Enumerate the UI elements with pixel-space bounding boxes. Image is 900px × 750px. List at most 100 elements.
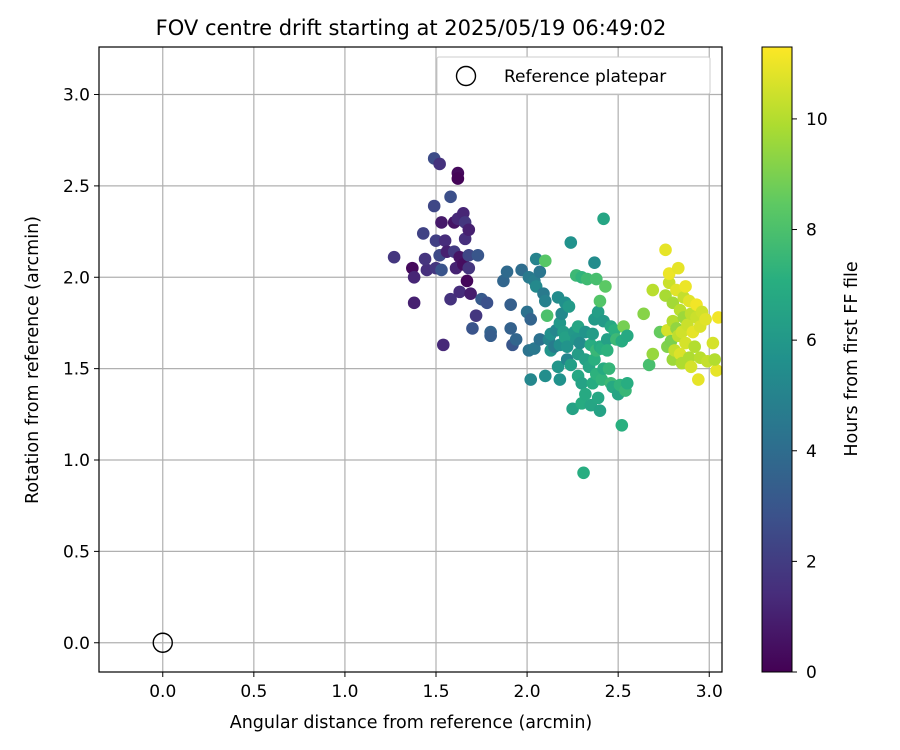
x-axis-label: Angular distance from reference (arcmin) (230, 713, 593, 733)
data-point (615, 418, 629, 432)
data-point (509, 333, 523, 346)
data-point (646, 283, 660, 297)
x-tick-label: 1.5 (422, 682, 449, 702)
data-point (460, 274, 474, 288)
y-tick-label: 1.5 (63, 360, 90, 380)
x-tick-label: 0.0 (149, 682, 176, 702)
grid-lines (99, 47, 722, 672)
data-point (528, 342, 541, 355)
data-point (471, 249, 485, 262)
colorbar-label: Hours from first FF file (842, 261, 862, 456)
y-tick-label: 0.5 (63, 542, 90, 562)
data-point (533, 265, 547, 279)
x-axis-ticks: 0.0 0.5 1.0 1.5 2.0 2.5 3.0 (149, 672, 723, 702)
colorbar-ticks: 0 2 4 6 8 10 (792, 110, 828, 683)
data-point (435, 216, 448, 229)
data-point (524, 312, 538, 326)
data-point (699, 312, 712, 326)
data-point (466, 322, 479, 335)
data-point (637, 307, 650, 321)
plot-frame (98, 46, 723, 673)
y-axis-label: Rotation from reference (arcmin) (23, 216, 43, 504)
data-point (646, 347, 660, 361)
data-point (444, 190, 457, 204)
colorbar: 0 2 4 6 8 10 Hours from first FF file (761, 46, 862, 683)
colorbar-tick-label: 10 (806, 110, 828, 130)
data-point (620, 329, 634, 343)
data-point (551, 360, 565, 374)
data-point (602, 362, 616, 375)
data-point (469, 309, 483, 322)
y-tick-label: 1.0 (63, 451, 90, 471)
data-point (540, 309, 554, 322)
data-point (575, 376, 589, 390)
legend: Reference platepar (436, 56, 711, 95)
colorbar-tick-label: 0 (806, 663, 817, 683)
data-point (564, 236, 578, 249)
data-point (553, 373, 567, 386)
data-point (464, 287, 477, 301)
data-point (662, 267, 676, 280)
data-point (407, 270, 421, 284)
data-point (416, 227, 430, 240)
data-point (600, 344, 614, 357)
x-tick-label: 2.5 (605, 682, 632, 702)
data-point (524, 373, 538, 386)
data-point (562, 300, 576, 313)
data-point (659, 243, 672, 257)
data-point (539, 254, 552, 268)
data-point (504, 322, 517, 335)
reference-marker (152, 632, 173, 653)
x-tick-label: 2.0 (514, 682, 541, 702)
data-point (577, 466, 590, 480)
data-point (600, 333, 614, 346)
data-point (484, 329, 497, 343)
x-tick-label: 3.0 (696, 682, 723, 702)
data-point (591, 305, 605, 319)
data-point (579, 387, 592, 401)
data-point (444, 292, 457, 306)
y-axis-ticks: 0.0 0.5 1.0 1.5 2.0 2.5 3.0 (63, 86, 99, 654)
data-point (504, 298, 517, 311)
data-point (593, 294, 607, 308)
data-point (591, 391, 605, 405)
legend-box (436, 56, 711, 95)
data-point (407, 296, 421, 310)
x-tick-label: 0.5 (240, 682, 267, 702)
data-point (706, 336, 720, 350)
data-point (436, 338, 450, 352)
legend-label: Reference platepar (504, 67, 666, 87)
data-point (539, 294, 552, 308)
data-point (462, 261, 476, 275)
y-tick-label: 2.5 (63, 177, 90, 197)
x-tick-label: 1.0 (331, 682, 358, 702)
data-point (597, 212, 610, 226)
data-point (429, 234, 443, 248)
data-point (688, 340, 701, 354)
data-point (580, 272, 594, 286)
data-point (642, 358, 656, 372)
colorbar-tick-label: 4 (806, 442, 817, 462)
data-point (679, 280, 692, 293)
data-point (451, 172, 465, 185)
data-point (599, 280, 612, 293)
data-point (710, 364, 722, 377)
chart-title: FOV centre drift starting at 2025/05/19 … (156, 16, 667, 40)
data-point (684, 360, 698, 374)
data-point (462, 223, 476, 237)
data-point (500, 265, 514, 279)
data-point (590, 272, 603, 286)
data-point (588, 256, 601, 269)
data-point (427, 199, 441, 213)
data-point (480, 296, 494, 310)
data-point (566, 402, 579, 416)
y-tick-label: 2.0 (63, 268, 90, 288)
reference-platepar-marker (152, 632, 173, 653)
data-point (671, 261, 685, 275)
colorbar-tick-label: 2 (806, 552, 817, 572)
data-point (564, 358, 578, 372)
data-point (533, 333, 547, 346)
data-point (620, 376, 634, 390)
data-point (462, 249, 476, 262)
